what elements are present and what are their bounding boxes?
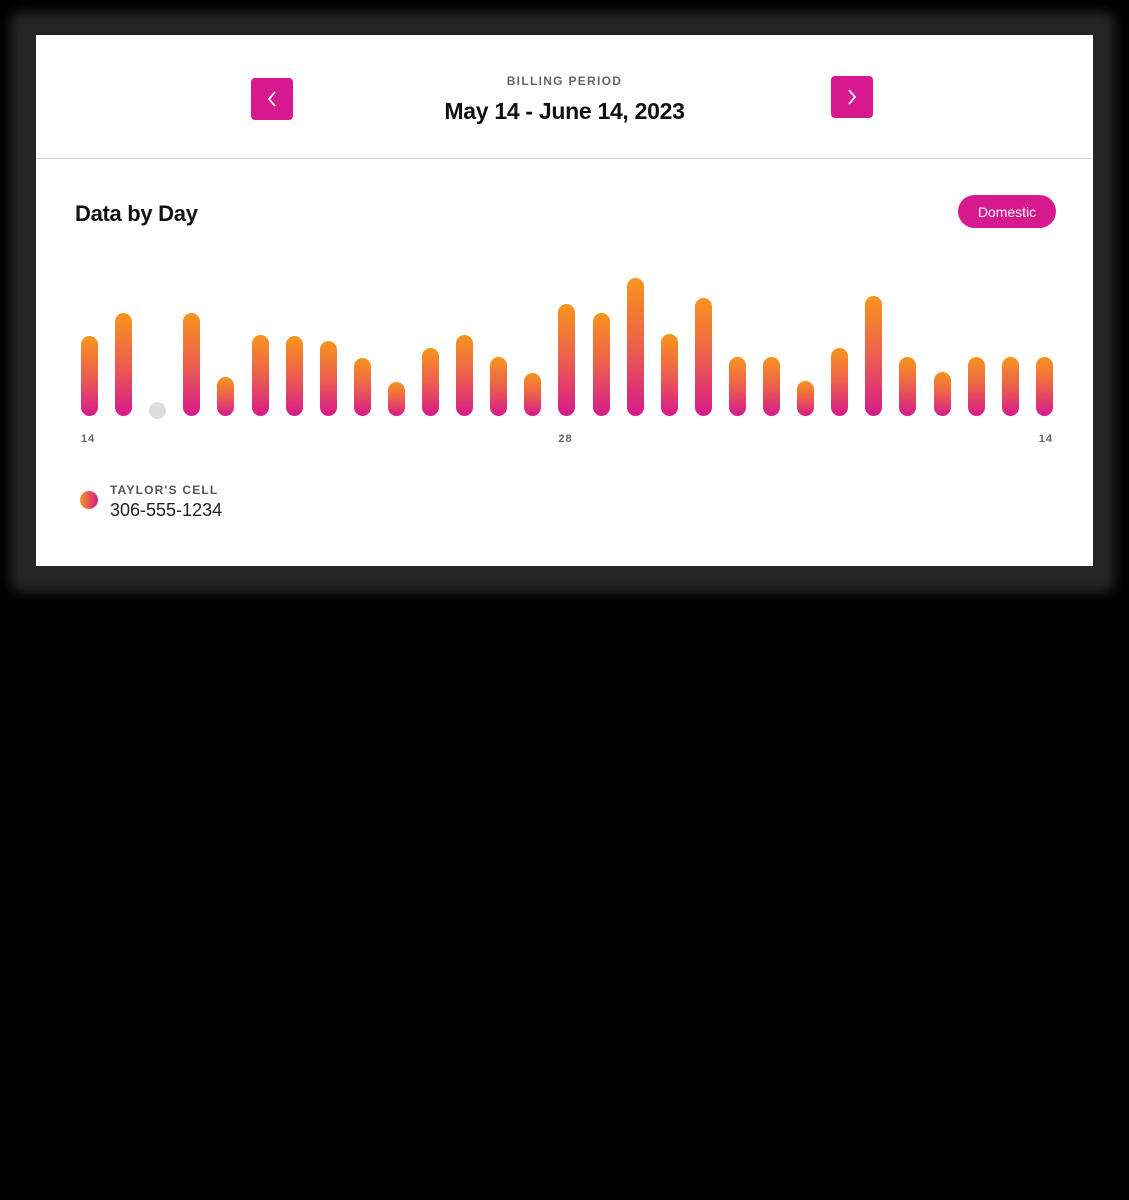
day-bar[interactable]	[831, 348, 849, 416]
chevron-right-icon	[848, 89, 857, 105]
day-bar[interactable]	[967, 357, 985, 416]
chart-legend: TAYLOR'S CELL 306-555-1234	[80, 483, 222, 521]
day-bar[interactable]	[319, 341, 337, 416]
day-bar[interactable]	[558, 304, 576, 416]
day-bar[interactable]	[183, 313, 201, 416]
x-axis-tick-label: 28	[558, 433, 573, 445]
daily-usage-bar-chart: 14 28 14	[36, 265, 1093, 455]
day-bar[interactable]	[592, 313, 610, 416]
day-bar[interactable]	[115, 313, 133, 416]
day-bar[interactable]	[865, 296, 883, 416]
day-bar[interactable]	[728, 357, 746, 416]
x-axis-tick-label: 14	[81, 433, 96, 445]
data-usage-card: BILLING PERIOD May 14 - June 14, 2023 Da…	[36, 35, 1093, 566]
day-bar[interactable]	[797, 381, 815, 416]
day-bar[interactable]	[660, 334, 678, 416]
day-bar[interactable]	[933, 372, 951, 416]
x-axis-tick-label: 14	[1038, 433, 1054, 445]
day-bar[interactable]	[524, 373, 542, 416]
next-period-button[interactable]	[831, 76, 873, 118]
day-bar[interactable]	[1001, 357, 1019, 416]
day-bar[interactable]	[763, 357, 780, 416]
day-bar[interactable]	[422, 348, 439, 416]
day-bar[interactable]	[626, 278, 644, 416]
previous-period-button[interactable]	[251, 78, 293, 120]
day-bar[interactable]	[81, 336, 98, 416]
legend-color-swatch	[80, 491, 98, 509]
day-bar[interactable]	[387, 382, 405, 416]
day-bar[interactable]	[899, 357, 917, 416]
billing-period-dates: May 14 - June 14, 2023	[444, 98, 685, 124]
day-bar[interactable]	[353, 358, 371, 416]
no-data-dot[interactable]	[149, 402, 167, 419]
billing-period-label: BILLING PERIOD	[506, 74, 623, 88]
day-bar[interactable]	[251, 335, 269, 416]
day-bar[interactable]	[694, 298, 712, 416]
chevron-left-icon	[267, 91, 276, 107]
day-bar[interactable]	[285, 336, 303, 416]
day-bar[interactable]	[217, 377, 235, 416]
legend-line-name: TAYLOR'S CELL	[110, 483, 219, 497]
section-title: Data by Day	[75, 201, 198, 226]
legend-phone-number: 306-555-1234	[110, 500, 223, 520]
day-bar[interactable]	[1035, 357, 1053, 416]
domestic-filter-button[interactable]: Domestic	[958, 195, 1056, 228]
day-bar[interactable]	[456, 335, 474, 416]
day-bar[interactable]	[490, 357, 508, 416]
billing-period-header: BILLING PERIOD May 14 - June 14, 2023	[36, 35, 1093, 159]
